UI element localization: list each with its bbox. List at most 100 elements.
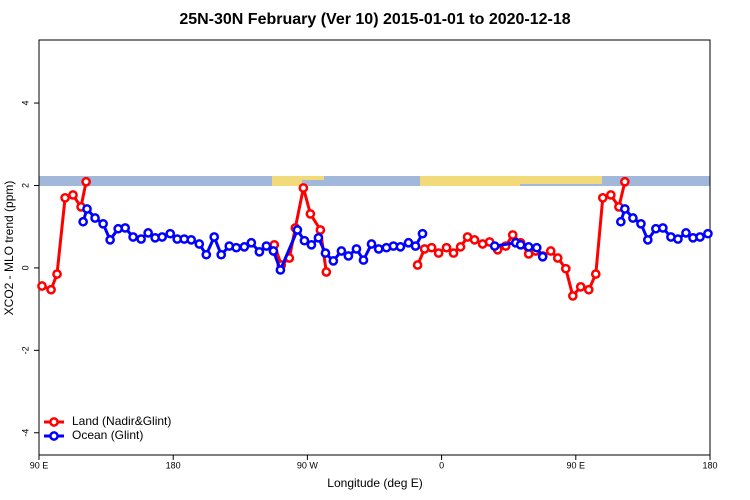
data-point <box>417 228 428 239</box>
x-tick-label: 90 W <box>297 460 319 470</box>
data-point <box>328 256 339 266</box>
data-point <box>410 241 421 251</box>
data-point <box>560 263 571 274</box>
data-point <box>165 228 176 239</box>
data-point <box>209 232 220 242</box>
data-point <box>275 265 286 275</box>
data-point <box>128 232 138 242</box>
data-point <box>105 235 115 245</box>
data-point <box>620 204 630 214</box>
data-point <box>120 223 131 233</box>
data-point <box>358 255 369 265</box>
data-point <box>299 235 310 246</box>
y-tick-label: 2 <box>20 183 30 188</box>
data-point <box>136 234 146 244</box>
data-point <box>531 242 542 253</box>
data-point <box>703 228 713 239</box>
x-tick-label: 0 <box>439 460 444 470</box>
data-point <box>681 228 691 238</box>
y-axis-label: XCO2 - MLO trend (ppm) <box>2 181 16 316</box>
data-point <box>239 242 250 252</box>
data-point <box>426 242 437 253</box>
data-point <box>620 176 630 187</box>
data-point <box>615 216 626 227</box>
data-point <box>351 244 362 254</box>
land-mask-strip <box>39 176 710 186</box>
data-point <box>261 241 272 251</box>
data-point <box>60 192 70 203</box>
data-point <box>320 248 331 258</box>
data-point <box>507 230 518 240</box>
data-point <box>412 260 423 270</box>
x-tick-label: 180 <box>702 460 717 470</box>
data-point <box>695 232 705 242</box>
data-point <box>157 232 168 242</box>
data-point <box>52 269 62 279</box>
data-point <box>254 246 265 257</box>
data-point <box>515 239 526 250</box>
legend-marker <box>49 431 59 441</box>
data-point <box>343 251 354 261</box>
data-point <box>268 246 279 256</box>
plot-frame <box>38 39 711 456</box>
land-strip <box>420 176 520 186</box>
data-point <box>246 237 257 248</box>
data-point <box>642 235 653 245</box>
land-strip <box>302 176 324 180</box>
data-point <box>605 190 616 200</box>
data-point <box>336 246 347 256</box>
y-tick-label: 0 <box>20 265 30 270</box>
x-axis-label: Longitude (deg E) <box>327 476 422 490</box>
data-point <box>37 281 47 291</box>
data-point <box>78 216 88 227</box>
data-point <box>313 232 324 243</box>
land-strip <box>520 176 602 184</box>
data-point <box>186 235 197 245</box>
data-point <box>373 244 384 254</box>
data-point <box>98 218 108 229</box>
x-tick-label: 90 E <box>567 460 586 470</box>
data-point <box>315 225 326 235</box>
data-point <box>523 242 534 252</box>
data-point <box>46 284 56 295</box>
data-point <box>537 251 548 262</box>
data-point <box>673 234 683 244</box>
data-point <box>194 239 205 249</box>
data-point <box>636 218 646 229</box>
data-point <box>597 192 608 203</box>
data-point <box>90 213 100 223</box>
y-tick-label: -4 <box>20 429 30 437</box>
data-point <box>658 223 668 233</box>
data-point <box>82 204 92 214</box>
data-point <box>583 284 594 295</box>
data-point <box>567 291 578 301</box>
data-point <box>545 246 556 256</box>
y-tick-label: 4 <box>20 101 30 106</box>
data-point <box>469 235 480 245</box>
x-tick-label: 90 E <box>30 460 49 470</box>
land-strip <box>272 176 302 186</box>
data-point <box>231 242 242 253</box>
data-point <box>455 242 466 252</box>
data-point <box>395 242 406 252</box>
y-tick-label: -2 <box>20 346 30 354</box>
data-point <box>216 249 227 260</box>
data-point <box>305 209 316 219</box>
legend-marker <box>49 417 59 427</box>
data-point <box>448 248 459 258</box>
data-point <box>143 228 153 238</box>
data-point <box>441 242 452 253</box>
data-point <box>489 241 500 251</box>
data-point <box>298 183 309 193</box>
data-point <box>292 225 303 235</box>
data-point <box>366 239 377 249</box>
data-point <box>201 249 212 260</box>
data-point <box>628 213 638 223</box>
x-tick-label: 180 <box>166 460 181 470</box>
data-point <box>81 176 91 187</box>
data-point <box>590 269 601 279</box>
chart-title: 25N-30N February (Ver 10) 2015-01-01 to … <box>179 11 570 28</box>
data-point <box>306 239 317 250</box>
legend-label: Land (Nadir&Glint) <box>72 414 171 428</box>
